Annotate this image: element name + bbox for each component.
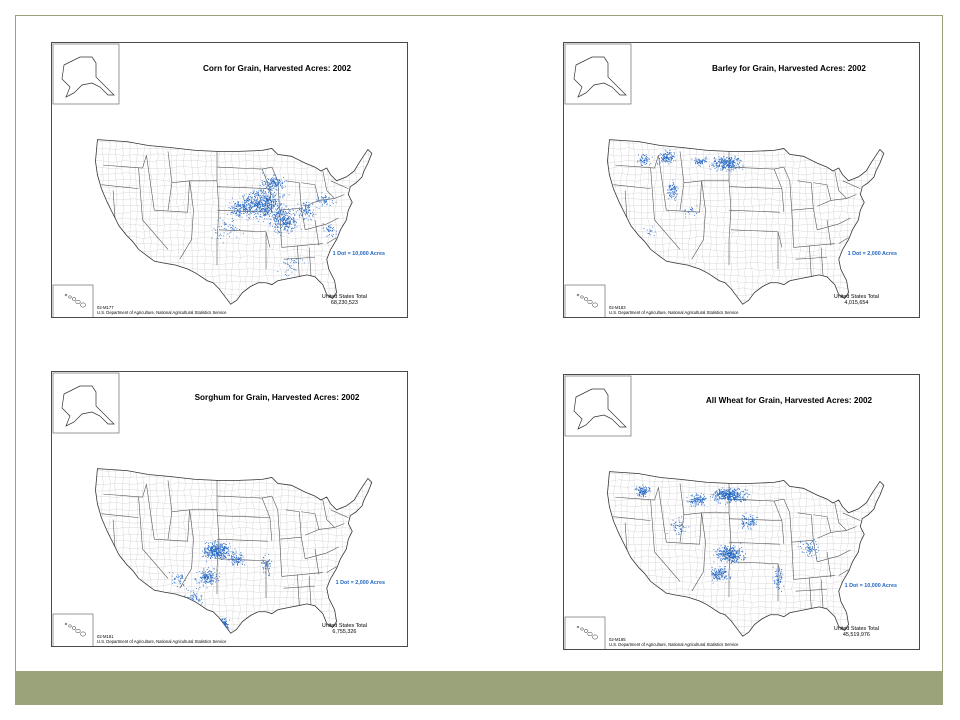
us-total-label: United States Total — [321, 294, 367, 300]
us-total-value: 4,015,654 — [844, 300, 869, 307]
conus-map — [607, 471, 885, 637]
us-total-label: United States Total — [321, 623, 367, 629]
source-credit: 02-M185 U.S. Department of Agriculture, … — [609, 637, 738, 647]
dot-scale-legend: 1 Dot = 2,000 Acres — [335, 580, 385, 586]
map-title: All Wheat for Grain, Harvested Acres: 20… — [705, 396, 873, 405]
corn-map-graphic — [52, 43, 373, 317]
alaska-inset — [52, 43, 120, 105]
acreage-dots — [634, 484, 820, 592]
credit-text: U.S. Department of Agriculture, National… — [97, 639, 227, 645]
map-id: 02-M181 — [97, 634, 114, 639]
us-total-value: 68,230,523 — [330, 300, 358, 307]
alaska-inset — [564, 43, 632, 105]
credit-text: U.S. Department of Agriculture, National… — [97, 310, 227, 316]
acreage-dots — [211, 172, 339, 277]
map-panel-wheat: All Wheat for Grain, Harvested Acres: 20… — [563, 374, 920, 650]
acreage-dots — [637, 149, 744, 236]
us-outline — [95, 468, 373, 634]
dot-scale-legend: 1 Dot = 10,000 Acres — [332, 251, 385, 257]
us-outline — [95, 139, 373, 305]
us-total-label: United States Total — [833, 626, 879, 632]
conus-map — [95, 139, 373, 305]
map-id: 02-M185 — [609, 637, 626, 642]
us-total-label: United States Total — [833, 294, 879, 300]
us-total-value: 45,519,976 — [842, 632, 870, 639]
state-boundaries — [613, 151, 861, 277]
hawaii-inset — [52, 613, 94, 646]
dot-scale-legend: 1 Dot = 10,000 Acres — [844, 583, 897, 589]
source-credit: 02-M177 U.S. Department of Agriculture, … — [97, 305, 226, 315]
sorghum-map-graphic — [52, 372, 373, 646]
wheat-map-graphic — [564, 375, 885, 649]
us-outline — [607, 471, 885, 637]
footer-bar — [15, 671, 943, 705]
us-total: United States Total 4,015,654 — [834, 294, 879, 307]
map-panel-barley: Barley for Grain, Harvested Acres: 2002 … — [563, 42, 920, 318]
conus-map — [95, 468, 373, 634]
source-credit: 02-M183 U.S. Department of Agriculture, … — [609, 305, 738, 315]
state-boundaries — [101, 151, 349, 277]
hawaii-inset — [52, 284, 94, 317]
acreage-dots — [169, 540, 273, 634]
conus-map — [607, 139, 885, 305]
hawaii-inset — [564, 616, 606, 649]
county-boundaries — [95, 139, 372, 305]
alaska-inset — [564, 375, 632, 437]
alaska-inset — [52, 372, 120, 434]
county-boundaries — [607, 139, 884, 305]
map-title: Barley for Grain, Harvested Acres: 2002 — [712, 64, 866, 73]
credit-text: U.S. Department of Agriculture, National… — [609, 310, 739, 316]
hawaii-inset — [564, 284, 606, 317]
map-panel-corn: Corn for Grain, Harvested Acres: 2002 1 … — [51, 42, 408, 318]
dot-scale-legend: 1 Dot = 2,000 Acres — [847, 251, 897, 257]
state-boundaries — [613, 483, 861, 609]
us-total-value: 6,755,326 — [332, 629, 357, 636]
county-boundaries — [95, 468, 372, 634]
map-panel-sorghum: Sorghum for Grain, Harvested Acres: 2002… — [51, 371, 408, 647]
state-boundaries — [101, 480, 349, 606]
map-title: Corn for Grain, Harvested Acres: 2002 — [202, 64, 352, 73]
map-title: Sorghum for Grain, Harvested Acres: 2002 — [194, 393, 360, 402]
map-id: 02-M183 — [609, 305, 626, 310]
us-total: United States Total 68,230,523 — [322, 294, 367, 307]
barley-map-graphic — [564, 43, 885, 317]
credit-text: U.S. Department of Agriculture, National… — [609, 642, 739, 648]
us-total: United States Total 6,755,326 — [322, 623, 367, 636]
us-outline — [607, 139, 885, 305]
source-credit: 02-M181 U.S. Department of Agriculture, … — [97, 634, 226, 644]
us-total: United States Total 45,519,976 — [834, 626, 879, 639]
map-id: 02-M177 — [97, 305, 114, 310]
